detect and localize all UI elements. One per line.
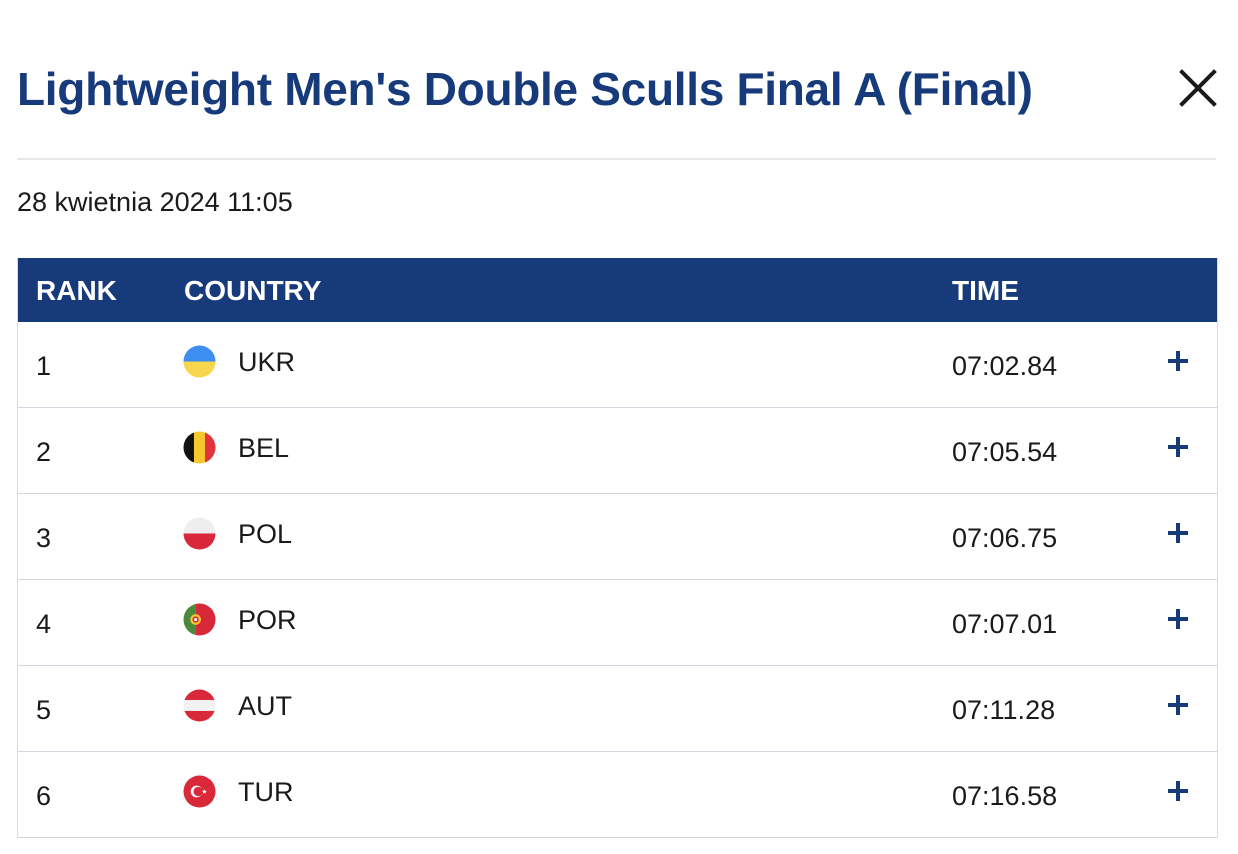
table-header: RANK COUNTRY TIME: [18, 258, 1217, 322]
plus-icon[interactable]: [1167, 608, 1189, 630]
plus-icon[interactable]: [1167, 522, 1189, 544]
title-divider: [17, 158, 1216, 160]
turkey-flag-icon: [183, 775, 216, 808]
plus-icon[interactable]: [1167, 350, 1189, 372]
plus-icon[interactable]: [1167, 436, 1189, 458]
row-time: 07:16.58: [952, 781, 1058, 811]
table-row[interactable]: 4 POR 07:07.01: [18, 580, 1217, 666]
row-country: POR: [238, 605, 297, 635]
row-rank: 3: [36, 523, 52, 553]
plus-icon[interactable]: [1167, 694, 1189, 716]
row-time: 07:07.01: [952, 609, 1058, 639]
austria-flag-icon: [183, 689, 216, 722]
table-row[interactable]: 3 POL 07:06.75: [18, 494, 1217, 580]
row-rank: 1: [36, 351, 52, 381]
row-time: 07:11.28: [952, 695, 1056, 725]
belgium-flag-icon: [183, 431, 216, 464]
table-row[interactable]: 1 UKR 07:02.84: [18, 322, 1217, 408]
row-time: 07:02.84: [952, 351, 1058, 381]
table-row[interactable]: 2 BEL 07:05.54: [18, 408, 1217, 494]
portugal-flag-icon: [183, 603, 216, 636]
row-country: POL: [238, 519, 293, 549]
row-rank: 4: [36, 609, 52, 639]
row-rank: 2: [36, 437, 52, 467]
header-country: COUNTRY: [184, 275, 322, 306]
race-date: 28 kwietnia 2024 11:05: [17, 187, 293, 217]
page-title: Lightweight Men's Double Sculls Final A …: [17, 63, 1033, 115]
ukraine-flag-icon: [183, 345, 216, 378]
row-time: 07:06.75: [952, 523, 1058, 553]
close-icon: [1179, 69, 1217, 107]
row-country: AUT: [238, 691, 292, 721]
row-time: 07:05.54: [952, 437, 1058, 467]
table-row[interactable]: 6 TUR 07:16.58: [18, 752, 1217, 838]
plus-icon[interactable]: [1167, 780, 1189, 802]
row-country: BEL: [238, 433, 290, 463]
close-button[interactable]: [1172, 64, 1220, 112]
row-rank: 6: [36, 781, 52, 811]
row-rank: 5: [36, 695, 52, 725]
results-table: RANK COUNTRY TIME 1 UKR 07:02.84 2: [17, 258, 1218, 838]
table-row[interactable]: 5 AUT 07:11.28: [18, 666, 1217, 752]
header-time: TIME: [952, 275, 1019, 306]
header-rank: RANK: [36, 275, 117, 306]
poland-flag-icon: [183, 517, 216, 550]
row-country: UKR: [238, 347, 296, 377]
row-country: TUR: [238, 777, 294, 807]
